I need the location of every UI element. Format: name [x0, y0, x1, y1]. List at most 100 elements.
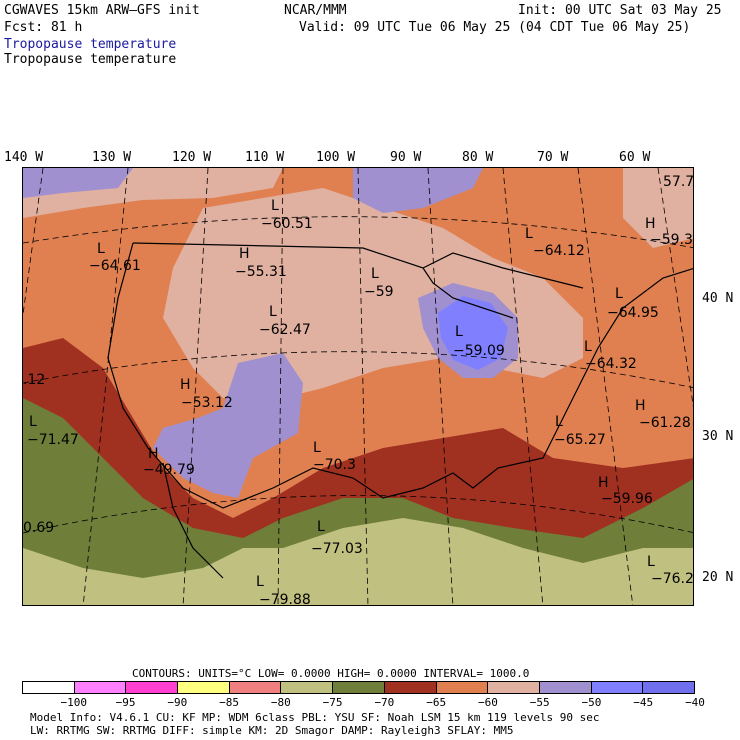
center-label: L — [317, 519, 325, 535]
lon-label-140w: 140 W — [4, 150, 44, 165]
lon-label-80w: 80 W — [462, 150, 494, 165]
center-value: −61.28 — [639, 415, 691, 431]
center-label: L — [256, 574, 264, 590]
center-value: −60.51 — [261, 216, 313, 232]
coastlines — [107, 242, 693, 579]
lon-label-90w: 90 W — [390, 150, 422, 165]
valid-time: Valid: 09 UTC Tue 06 May 25 (04 CDT Tue … — [299, 20, 691, 35]
center-value: −59 — [364, 284, 394, 300]
colorbar-tick-label: −70 — [374, 696, 395, 709]
center-value: −64.12 — [533, 243, 585, 259]
colorbar-tick-label: −80 — [270, 696, 291, 709]
center-value: −64.32 — [585, 356, 637, 372]
lon-label-120w: 120 W — [172, 150, 212, 165]
map-panel: L −60.51 L −64.12 H −59.35 L −64.61 H −5… — [22, 167, 694, 606]
lon-label-100w: 100 W — [316, 150, 356, 165]
colorbar-tick-label: −50 — [581, 696, 602, 709]
center-value: −65.27 — [554, 432, 606, 448]
colorbar-tick-label: −60 — [477, 696, 498, 709]
edge-value: 0.69 — [23, 520, 54, 536]
colorbar-swatch — [384, 682, 437, 693]
center-label: H — [645, 216, 656, 232]
center-label: L — [97, 241, 105, 257]
center-value: −59.35 — [650, 232, 694, 248]
colorbar-swatch — [74, 682, 127, 693]
colorbar-tick-label: −85 — [219, 696, 239, 709]
colorbar-tick-label: −95 — [115, 696, 136, 709]
center-label: L — [525, 226, 533, 242]
field-title-shaded: Tropopause temperature — [4, 37, 177, 52]
colorbar-swatch — [126, 682, 179, 693]
field-shade-north-purple — [353, 168, 483, 213]
colorbar-swatch — [643, 682, 694, 693]
colorbar-tick-label: −55 — [529, 696, 550, 709]
center-label: H — [148, 446, 159, 462]
lon-label-110w: 110 W — [245, 150, 285, 165]
colorbar-swatch — [23, 682, 75, 693]
center-label: L — [271, 198, 279, 214]
lon-label-70w: 70 W — [537, 150, 569, 165]
colorbar-swatch — [281, 682, 334, 693]
lat-label-30n: 30 N — [702, 429, 734, 444]
center-label: L — [313, 440, 321, 456]
colorbar-swatch — [333, 682, 385, 693]
center-label: L — [647, 554, 655, 570]
center-value: −59.09 — [453, 343, 505, 359]
center-value: −59.96 — [601, 491, 653, 507]
pressure-centers: L −60.51 L −64.12 H −59.35 L −64.61 H −5… — [23, 174, 694, 606]
center-value: −71.47 — [27, 432, 79, 448]
lat-label-20n: 20 N — [702, 570, 734, 585]
graticule — [23, 168, 693, 605]
center-label: H — [598, 475, 609, 491]
init-time: Init: 00 UTC Sat 03 May 25 — [518, 3, 722, 18]
colorbar-swatch — [436, 682, 489, 693]
center-value: −64.95 — [607, 305, 659, 321]
colorbar-tick-label: −65 — [426, 696, 447, 709]
field-shade-red-band — [23, 338, 693, 548]
center-value: −76.25 — [651, 571, 694, 587]
center-label: L — [455, 324, 463, 340]
center-label: L — [371, 266, 379, 282]
colorbar — [22, 681, 695, 694]
center-value: −64.61 — [89, 258, 141, 274]
org-label: NCAR/MMM — [284, 3, 347, 18]
center-label: L — [269, 304, 277, 320]
colorbar-tick-label: −90 — [167, 696, 188, 709]
colorbar-swatch — [488, 682, 540, 693]
center-value: −77.03 — [311, 541, 363, 557]
field-shade-nw-purple — [23, 168, 133, 198]
colorbar-tick-label: −40 — [685, 696, 705, 709]
model-info-line2: LW: RRTMG SW: RRTMG DIFF: simple KM: 2D … — [30, 724, 514, 737]
contours-info: CONTOURS: UNITS=°C LOW= 0.0000 HIGH= 0.0… — [132, 667, 530, 680]
center-value: −62.47 — [259, 322, 311, 338]
center-value: −79.88 — [259, 592, 311, 606]
field-shade-lakes-blue — [438, 296, 508, 370]
edge-value: 57.7 — [663, 174, 694, 190]
field-shade-khaki — [23, 518, 693, 605]
lat-label-40n: 40 N — [702, 291, 734, 306]
center-label: H — [635, 398, 646, 414]
field-shade-sw-purple — [153, 353, 303, 498]
center-label: L — [615, 286, 623, 302]
center-value: −53.12 — [181, 395, 233, 411]
colorbar-swatch — [539, 682, 592, 693]
center-label: H — [239, 246, 250, 262]
lon-label-130w: 130 W — [92, 150, 132, 165]
center-label: L — [584, 339, 592, 355]
model-info-line1: Model Info: V4.6.1 CU: KF MP: WDM 6class… — [30, 711, 600, 724]
center-label: L — [555, 414, 563, 430]
field-title-contours: Tropopause temperature — [4, 52, 177, 67]
center-value: −55.31 — [235, 264, 287, 280]
center-label: L — [29, 414, 37, 430]
colorbar-tick-label: −100 — [60, 696, 88, 709]
colorbar-swatch — [229, 682, 282, 693]
center-value: −70.3 — [313, 457, 356, 473]
edge-value: .12 — [23, 372, 45, 388]
colorbar-swatch — [591, 682, 644, 693]
tropopause-map: L −60.51 L −64.12 H −59.35 L −64.61 H −5… — [23, 168, 694, 606]
center-value: −49.79 — [143, 462, 195, 478]
center-label: H — [180, 377, 191, 393]
lon-label-60w: 60 W — [619, 150, 651, 165]
colorbar-tick-label: −75 — [322, 696, 343, 709]
colorbar-tick-label: −45 — [633, 696, 654, 709]
